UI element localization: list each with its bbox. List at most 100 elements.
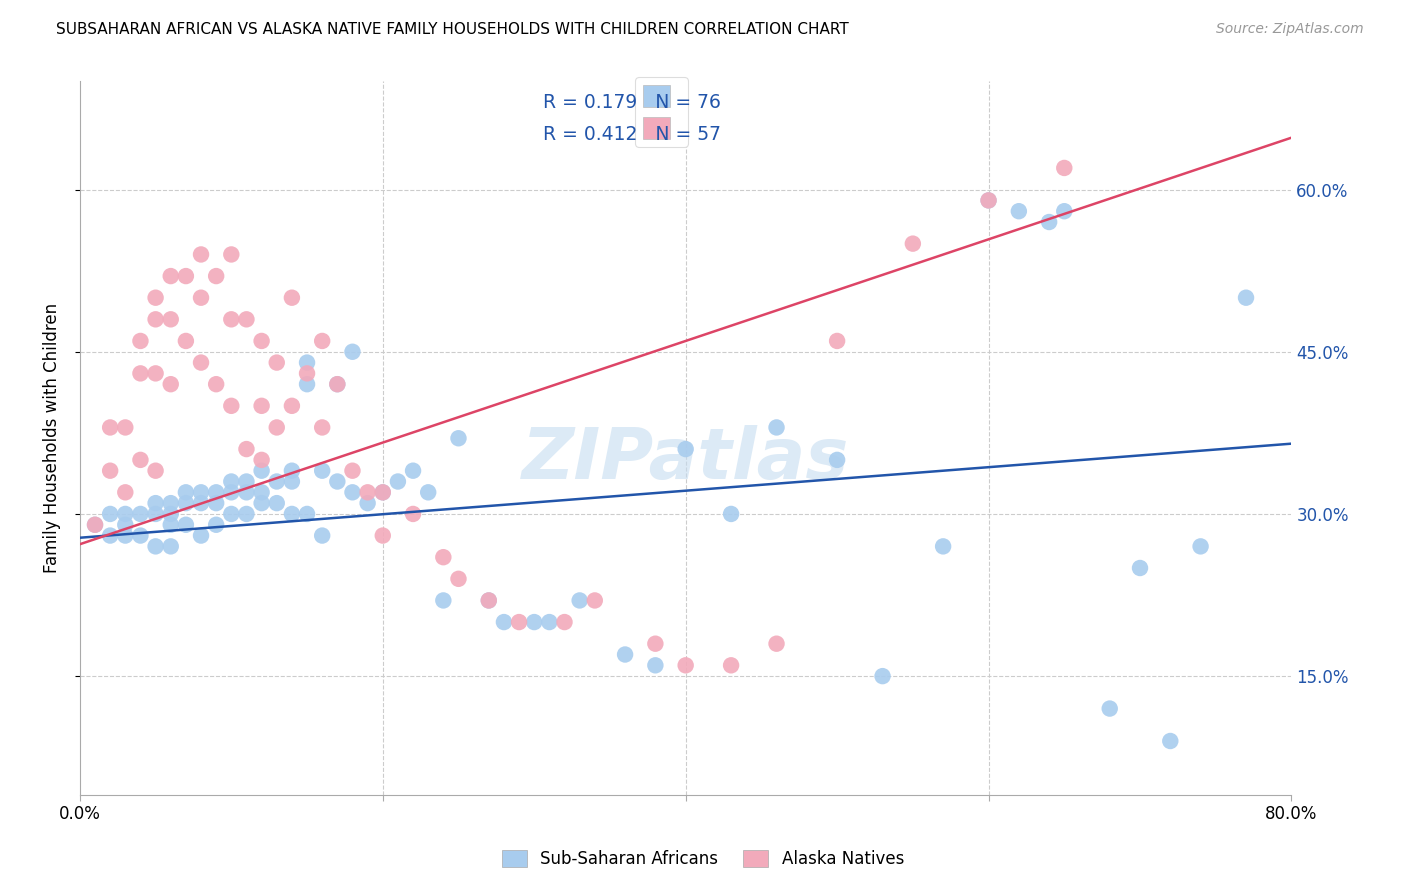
Point	[205, 517, 228, 532]
Point	[492, 615, 515, 629]
Point	[644, 658, 666, 673]
Point	[174, 496, 197, 510]
Point	[250, 485, 273, 500]
Point	[159, 496, 181, 510]
Point	[1053, 204, 1076, 219]
Point	[145, 291, 167, 305]
Point	[98, 528, 121, 542]
Point	[326, 377, 349, 392]
Point	[205, 269, 228, 284]
Point	[174, 517, 197, 532]
Point	[145, 496, 167, 510]
Point	[250, 334, 273, 348]
Point	[129, 507, 152, 521]
Point	[326, 475, 349, 489]
Point	[342, 344, 364, 359]
Point	[266, 420, 288, 434]
Point	[281, 291, 304, 305]
Point	[418, 485, 440, 500]
Point	[281, 464, 304, 478]
Text: R = 0.412   N = 57: R = 0.412 N = 57	[543, 126, 721, 145]
Point	[250, 453, 273, 467]
Point	[129, 528, 152, 542]
Point	[114, 528, 136, 542]
Legend: , : ,	[636, 77, 688, 147]
Point	[447, 572, 470, 586]
Point	[295, 377, 318, 392]
Point	[159, 507, 181, 521]
Point	[311, 528, 333, 542]
Point	[250, 496, 273, 510]
Point	[432, 550, 454, 565]
Text: SUBSAHARAN AFRICAN VS ALASKA NATIVE FAMILY HOUSEHOLDS WITH CHILDREN CORRELATION : SUBSAHARAN AFRICAN VS ALASKA NATIVE FAMI…	[56, 22, 849, 37]
Point	[235, 475, 257, 489]
Point	[1129, 561, 1152, 575]
Point	[583, 593, 606, 607]
Point	[311, 420, 333, 434]
Point	[523, 615, 546, 629]
Point	[342, 485, 364, 500]
Point	[235, 485, 257, 500]
Point	[250, 399, 273, 413]
Point	[720, 507, 742, 521]
Point	[174, 269, 197, 284]
Point	[145, 367, 167, 381]
Point	[84, 517, 107, 532]
Text: Source: ZipAtlas.com: Source: ZipAtlas.com	[1216, 22, 1364, 37]
Point	[1098, 701, 1121, 715]
Point	[675, 658, 697, 673]
Point	[901, 236, 924, 251]
Point	[402, 507, 425, 521]
Point	[825, 334, 848, 348]
Point	[371, 528, 394, 542]
Point	[98, 464, 121, 478]
Point	[825, 453, 848, 467]
Point	[221, 399, 243, 413]
Point	[295, 355, 318, 369]
Point	[478, 593, 501, 607]
Point	[326, 377, 349, 392]
Point	[221, 507, 243, 521]
Point	[311, 464, 333, 478]
Point	[190, 485, 212, 500]
Point	[174, 334, 197, 348]
Point	[221, 475, 243, 489]
Point	[342, 464, 364, 478]
Point	[765, 420, 787, 434]
Point	[190, 291, 212, 305]
Point	[311, 334, 333, 348]
Point	[114, 485, 136, 500]
Point	[221, 247, 243, 261]
Point	[356, 485, 378, 500]
Point	[129, 453, 152, 467]
Point	[98, 420, 121, 434]
Point	[1189, 540, 1212, 554]
Point	[190, 528, 212, 542]
Text: ZIPatlas: ZIPatlas	[522, 425, 849, 494]
Point	[145, 464, 167, 478]
Point	[129, 334, 152, 348]
Point	[266, 496, 288, 510]
Point	[145, 507, 167, 521]
Point	[281, 399, 304, 413]
Point	[1159, 734, 1181, 748]
Point	[295, 367, 318, 381]
Point	[159, 517, 181, 532]
Point	[205, 496, 228, 510]
Point	[387, 475, 409, 489]
Point	[977, 194, 1000, 208]
Point	[538, 615, 561, 629]
Point	[159, 312, 181, 326]
Point	[221, 485, 243, 500]
Point	[872, 669, 894, 683]
Point	[129, 367, 152, 381]
Point	[1008, 204, 1031, 219]
Point	[84, 517, 107, 532]
Point	[932, 540, 955, 554]
Point	[235, 442, 257, 456]
Point	[402, 464, 425, 478]
Point	[114, 420, 136, 434]
Point	[235, 312, 257, 326]
Point	[675, 442, 697, 456]
Point	[114, 507, 136, 521]
